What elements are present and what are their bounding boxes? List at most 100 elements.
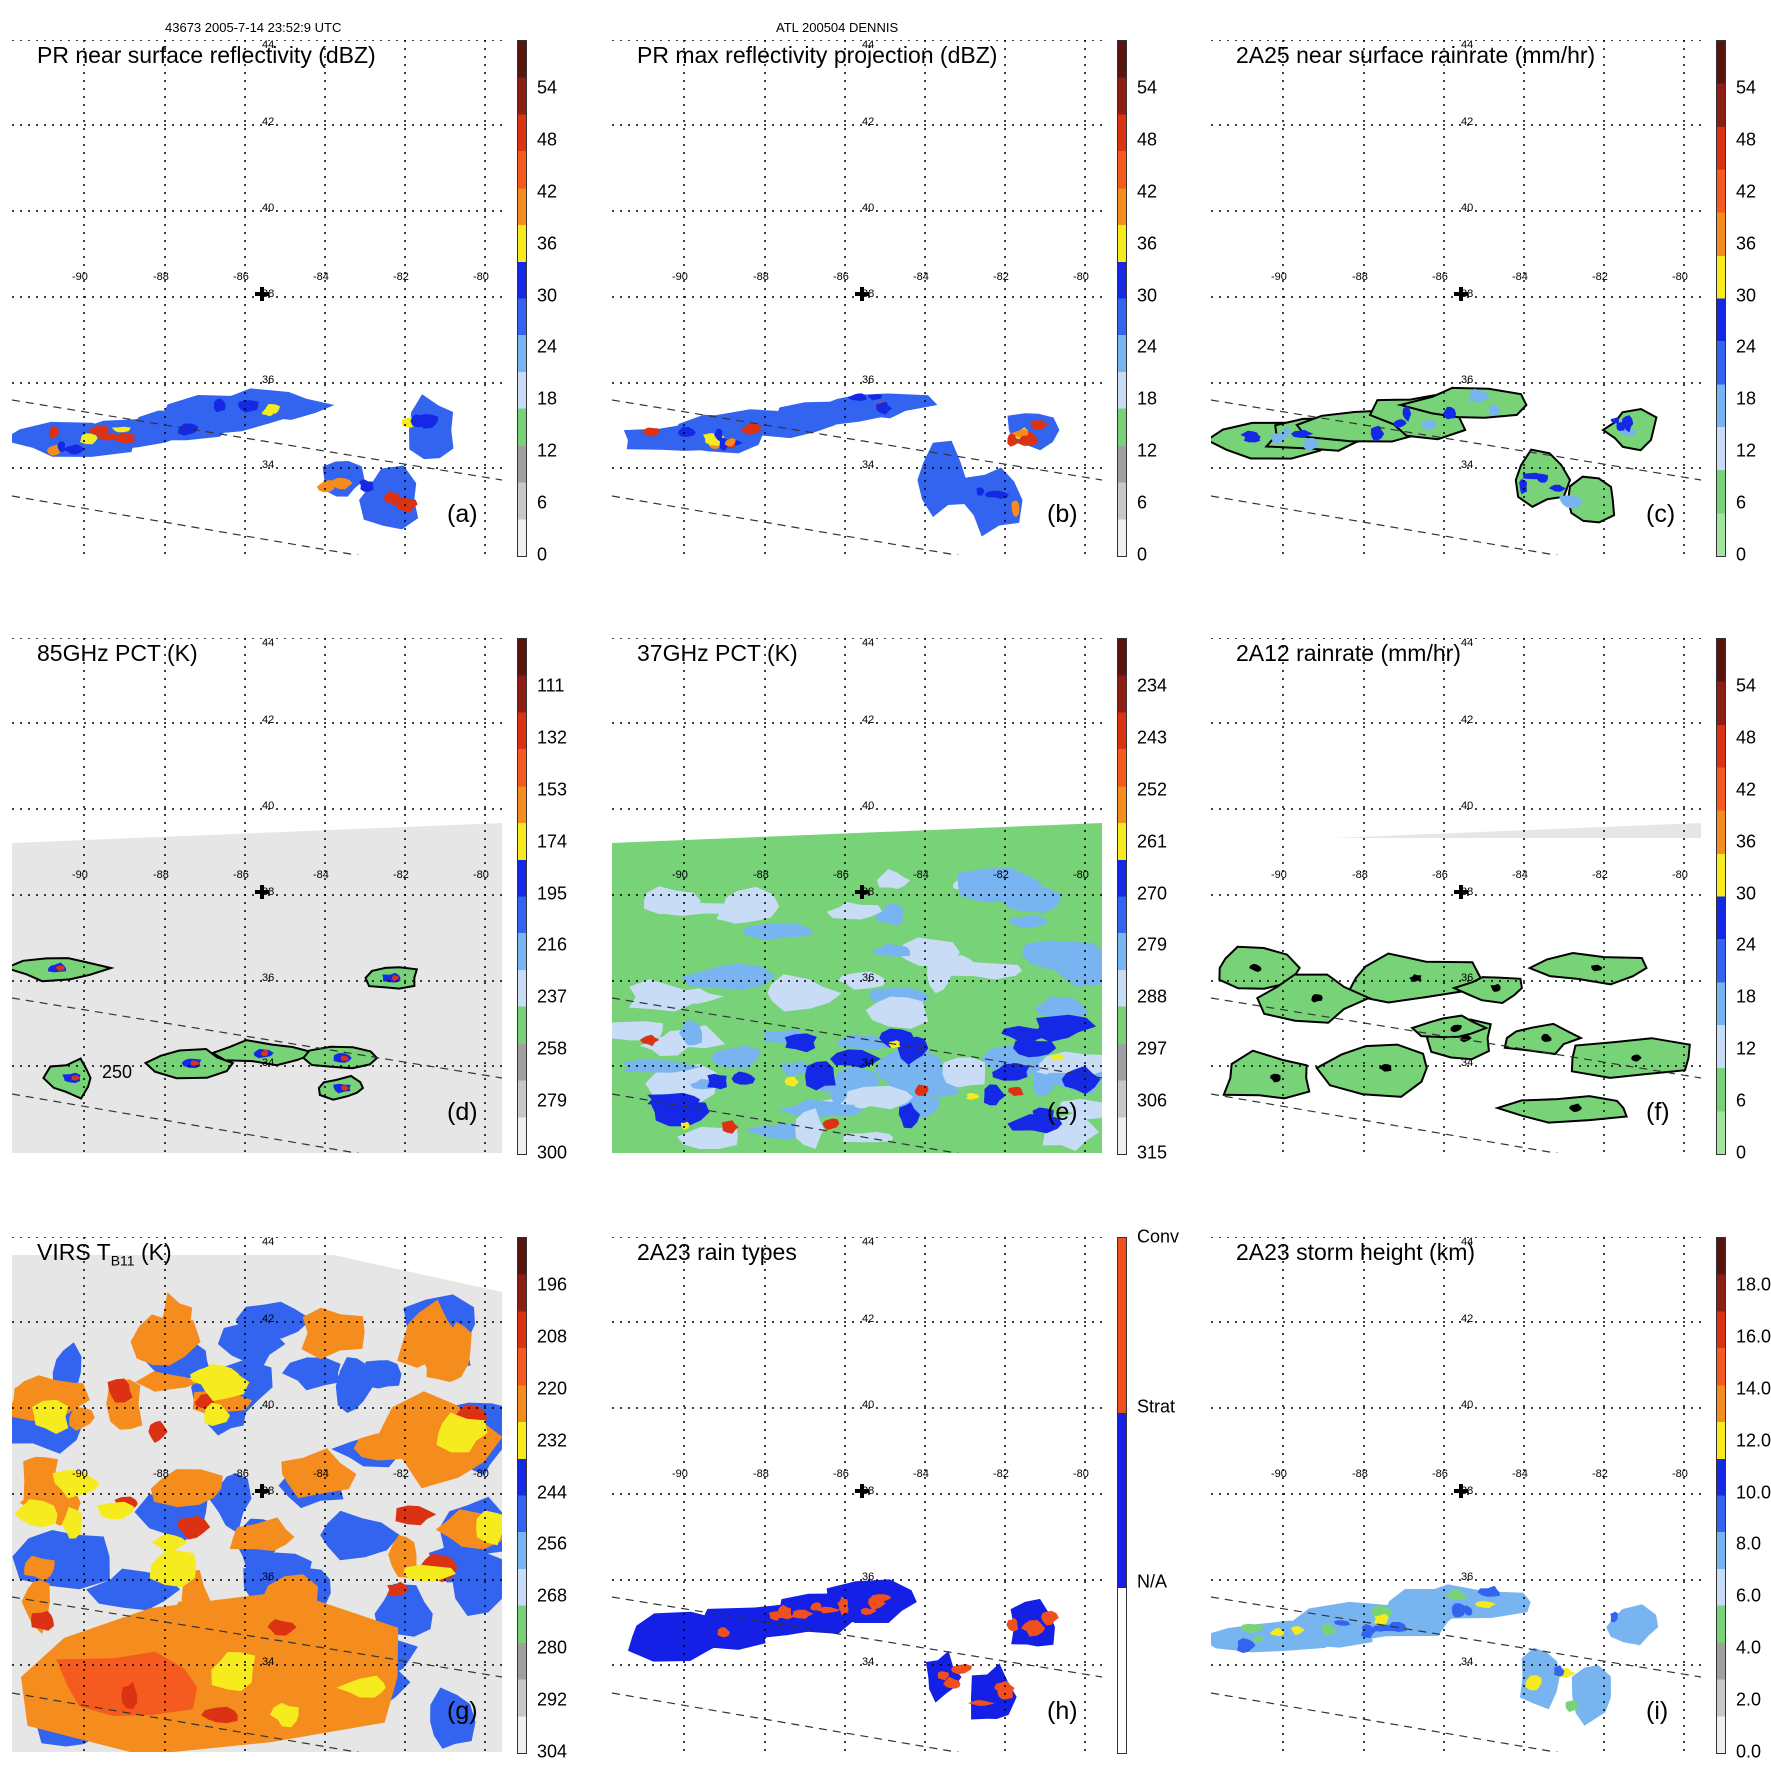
pr-core (719, 438, 728, 451)
swath-edge (12, 1596, 502, 1678)
cloud-core (201, 1706, 238, 1724)
colorbar-tick-label: 16.0 (1736, 1326, 1771, 1347)
lon-label: -86 (1432, 271, 1448, 283)
pr-core (1270, 432, 1286, 444)
cloud-top (281, 1448, 357, 1499)
cloud-edge (211, 1652, 256, 1692)
pr-core (1321, 1624, 1336, 1636)
colorbar-tick-label: 279 (1137, 934, 1168, 955)
pct-cell (836, 1034, 896, 1050)
cloud-core (267, 1619, 297, 1636)
pr-core (416, 414, 439, 429)
colorbar-tick-label: 232 (537, 1430, 568, 1451)
pr-core (329, 477, 353, 490)
pr-core (641, 427, 660, 437)
lon-label: -80 (1073, 1468, 1089, 1480)
cloud-top (23, 1456, 58, 1512)
cloud-top (135, 1371, 200, 1392)
pct-cell (716, 886, 780, 924)
pct-cell (767, 974, 842, 1012)
colorbar-tick-label: 36 (1736, 233, 1757, 254)
colorbar-tick-label: 48 (1736, 129, 1757, 150)
cloud-edge (199, 1363, 250, 1401)
lat-label: 34 (862, 1057, 874, 1069)
lat-label: 36 (862, 374, 874, 386)
pct-cell (1007, 1114, 1063, 1134)
pr-core (57, 441, 66, 453)
colorbar-tick-label: 195 (537, 883, 568, 904)
lat-label: 44 (262, 40, 274, 51)
lon-label: -90 (1271, 869, 1287, 881)
lon-label: -84 (313, 1468, 329, 1480)
panel-title: 2A23 rain types (637, 1239, 797, 1265)
colorbar-tick-label: 14.0 (1736, 1378, 1771, 1399)
lat-label: 44 (262, 1237, 274, 1248)
swath-edge (12, 997, 502, 1079)
cloud-edge (61, 1506, 83, 1539)
swath-edge (1211, 399, 1701, 481)
colorbar-tick-label: 300 (537, 1142, 568, 1163)
swath-edge (12, 399, 502, 481)
cloud-core (177, 1515, 211, 1540)
cloud-cell (236, 1301, 312, 1339)
data-layer (623, 393, 1060, 537)
rain-cell (1494, 1095, 1628, 1124)
colorbar-tick-label: 42 (1736, 181, 1757, 202)
colorbar (517, 40, 527, 557)
colorbar-tick-label: 0 (1137, 544, 1148, 565)
cloud-edge (52, 1469, 100, 1499)
pct-cell (612, 1021, 664, 1041)
lon-label: -80 (1073, 271, 1089, 283)
pr-cell (917, 440, 967, 517)
lon-label: -84 (913, 869, 929, 881)
header-storm-info: ATL 200504 DENNIS (776, 20, 899, 35)
lat-label: 44 (1461, 1237, 1473, 1248)
map-canvas: 444240383634-90-88-86-84-82-80 (612, 1237, 1102, 1752)
cloud-cell (374, 1583, 433, 1637)
lon-label: -90 (1271, 271, 1287, 283)
colorbar-tick-label: 54 (1736, 77, 1757, 98)
lon-label: -88 (753, 1468, 769, 1480)
pct-cell (865, 996, 929, 1029)
colorbar-tick-label: 48 (1137, 129, 1158, 150)
pr-core (46, 444, 64, 456)
pct-cell (982, 883, 1004, 903)
lon-label: -82 (993, 271, 1009, 283)
lat-label: 34 (262, 1656, 274, 1668)
rain-core (1568, 1103, 1583, 1113)
colorbar-tick-label: 306 (1137, 1090, 1168, 1111)
lon-label: -90 (672, 869, 688, 881)
lon-label: -86 (833, 869, 849, 881)
pr-core (937, 1671, 950, 1681)
colorbar-tick-label: 54 (537, 77, 558, 98)
tmi-swath (12, 823, 502, 1153)
rain-core (1311, 994, 1323, 1003)
lon-label: -86 (233, 271, 249, 283)
pr-core (1011, 500, 1020, 517)
colorbar-tick-label: 292 (537, 1689, 568, 1710)
colorbar (1716, 1237, 1726, 1754)
rain-core (1591, 964, 1603, 972)
lat-lon-grid: 444240383634-90-88-86-84-82-80 (612, 40, 1102, 555)
storm-center-cross-icon (855, 287, 869, 301)
panel-title: 2A12 rainrate (mm/hr) (1236, 640, 1461, 666)
pr-core (1519, 479, 1527, 495)
lon-label: -90 (672, 271, 688, 283)
lat-lon-grid: 444240383634-90-88-86-84-82-80 (1211, 638, 1701, 1153)
cloud-edge (149, 1550, 197, 1588)
pct-cell (680, 1121, 690, 1130)
lat-label: 44 (862, 1237, 874, 1248)
data-layer (12, 388, 454, 530)
colorbar-tick-label: 12 (537, 440, 558, 461)
pr-core (1610, 417, 1620, 424)
pr-core (1548, 484, 1566, 492)
pr-core (113, 432, 136, 443)
panel-label: (e) (1047, 1098, 1078, 1126)
pr-core (1291, 429, 1314, 438)
storm-center-cross-icon (855, 885, 869, 899)
rain-core (1409, 974, 1422, 983)
pct-cell (898, 1102, 921, 1129)
lon-label: -88 (153, 869, 169, 881)
pr-core (1468, 388, 1491, 403)
